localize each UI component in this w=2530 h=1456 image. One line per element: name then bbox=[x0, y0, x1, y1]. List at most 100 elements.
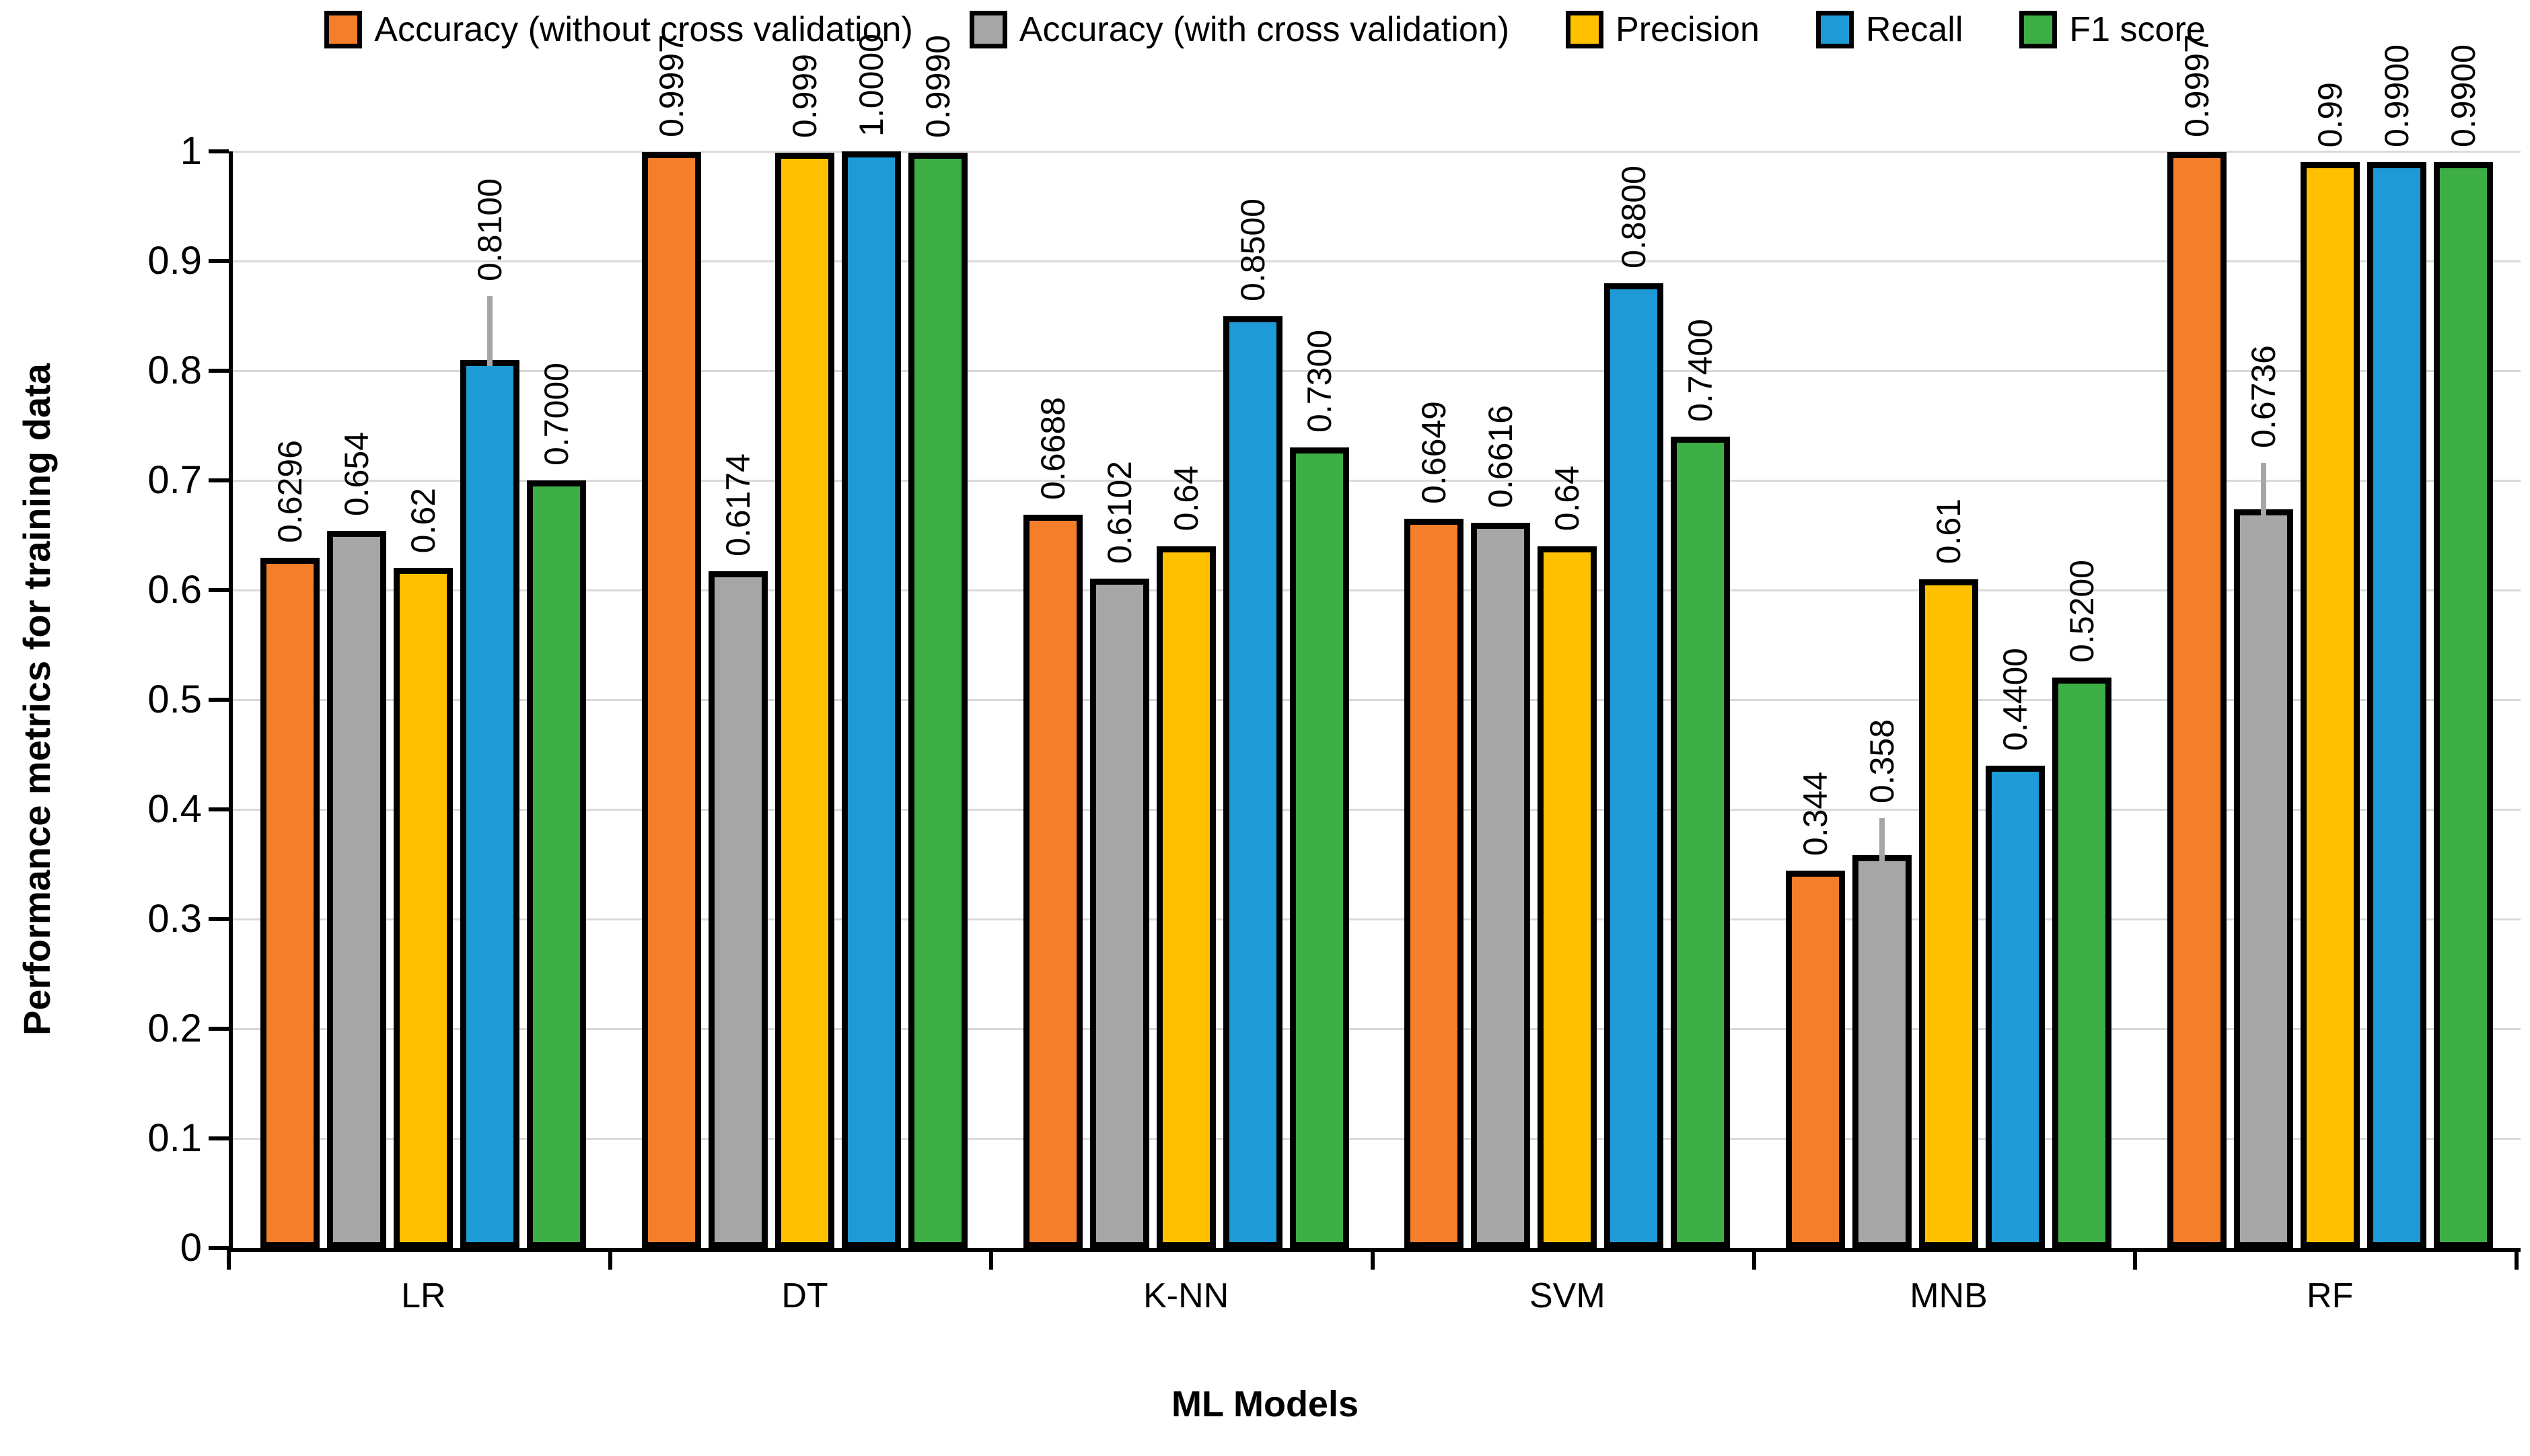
y-tick-label: 0.6 bbox=[147, 568, 202, 612]
bar bbox=[842, 151, 901, 1248]
bar-slot: 0.8800 bbox=[1604, 151, 1664, 1248]
bar-value-label: 0.5200 bbox=[2063, 560, 2101, 663]
plot-area bbox=[229, 150, 2521, 1252]
bar-slot: 0.9997 bbox=[2167, 34, 2227, 1248]
y-tick-mark bbox=[209, 1246, 229, 1250]
bar bbox=[642, 151, 701, 1248]
bar-slot: 0.7000 bbox=[527, 151, 587, 1248]
bar-value-label: 0.9900 bbox=[2377, 44, 2416, 148]
y-tick-mark bbox=[209, 588, 229, 592]
legend-swatch-icon bbox=[969, 11, 1007, 48]
bar-value-label: 0.8800 bbox=[1615, 165, 1653, 268]
y-tick-mark bbox=[209, 807, 229, 811]
bar bbox=[527, 480, 587, 1248]
bar bbox=[260, 557, 320, 1248]
x-tick-mark bbox=[2133, 1249, 2138, 1270]
legend-swatch-icon bbox=[1815, 11, 1854, 48]
legend-item: Precision bbox=[1566, 11, 1760, 48]
gridline bbox=[233, 260, 2521, 262]
x-axis-title: ML Models bbox=[1171, 1384, 1359, 1424]
bar-slot: 0.61 bbox=[1919, 151, 1979, 1248]
x-tick-mark bbox=[1371, 1249, 1375, 1270]
bar-value-label: 0.8500 bbox=[1233, 198, 1272, 301]
y-tick-label: 0.1 bbox=[147, 1116, 202, 1160]
gridline bbox=[233, 589, 2521, 591]
legend-item: Recall bbox=[1815, 10, 1963, 49]
y-tick-mark bbox=[209, 369, 229, 373]
bar-slot: 1.0000 bbox=[842, 34, 901, 1248]
bar-slot: 0.7300 bbox=[1289, 151, 1349, 1248]
bar-value-label: 1.0000 bbox=[853, 34, 890, 137]
bar-value-label: 0.64 bbox=[1167, 466, 1205, 532]
bar bbox=[1289, 447, 1349, 1248]
legend: Accuracy (without cross validation) Accur… bbox=[0, 11, 2530, 48]
bar bbox=[2167, 151, 2227, 1248]
y-tick-label: 0.3 bbox=[147, 897, 202, 941]
bar-value-label: 0.6616 bbox=[1482, 404, 1520, 508]
bar bbox=[2300, 162, 2360, 1248]
bar-group: 0.6649 0.6616 0.64 0.8800 0.7400 bbox=[1377, 151, 1758, 1248]
bar-value-label: 0.6296 bbox=[271, 439, 310, 543]
bar-slot: 0.358 bbox=[1852, 151, 1912, 1248]
x-tick-mark bbox=[2515, 1249, 2519, 1270]
bar-value-label: 0.7300 bbox=[1300, 330, 1338, 433]
bar bbox=[460, 359, 520, 1248]
bar-value-label: 0.6649 bbox=[1415, 401, 1453, 505]
bar-slot: 0.9990 bbox=[908, 35, 968, 1248]
bar-slot: 0.6296 bbox=[260, 151, 320, 1248]
legend-swatch-icon bbox=[2019, 11, 2058, 48]
x-category-label: MNB bbox=[1910, 1276, 1988, 1315]
y-tick-mark bbox=[209, 1027, 229, 1031]
y-axis-title: Performance metrics for training data bbox=[15, 363, 58, 1036]
x-tick-mark bbox=[989, 1249, 994, 1270]
bar-value-label: 0.344 bbox=[1797, 772, 1835, 857]
legend-item: Accuracy (with cross validation) bbox=[969, 11, 1509, 48]
bar bbox=[1471, 522, 1531, 1248]
bar bbox=[1223, 316, 1282, 1248]
bar-value-label: 0.358 bbox=[1863, 719, 1902, 804]
bar-value-label: 0.7400 bbox=[1682, 318, 1720, 422]
error-bar bbox=[2260, 462, 2266, 516]
y-tick-mark bbox=[209, 478, 229, 482]
error-bar bbox=[1879, 818, 1885, 862]
bar-slot: 0.9997 bbox=[642, 34, 701, 1248]
bar bbox=[775, 152, 834, 1248]
bar-slot: 0.62 bbox=[394, 151, 454, 1248]
gridline bbox=[233, 479, 2521, 482]
y-tick-label: 0.8 bbox=[147, 349, 202, 392]
bar-value-label: 0.9997 bbox=[2177, 34, 2216, 137]
bar-group: 0.9997 0.6174 0.999 1.0000 0.9990 bbox=[614, 34, 996, 1248]
gridline bbox=[233, 1137, 2521, 1140]
bar-value-label: 0.9900 bbox=[2444, 44, 2482, 148]
bar-value-label: 0.4400 bbox=[1996, 647, 2035, 751]
bar-group: 0.6688 0.6102 0.64 0.8500 0.7300 bbox=[995, 151, 1377, 1248]
bar-slot: 0.5200 bbox=[2052, 151, 2112, 1248]
legend-label: Recall bbox=[1865, 10, 1963, 49]
x-tick-mark bbox=[608, 1249, 612, 1270]
bar bbox=[1023, 514, 1083, 1248]
bar-value-label: 0.6688 bbox=[1034, 396, 1072, 500]
x-category-label: K-NN bbox=[1143, 1276, 1229, 1315]
y-tick-mark bbox=[209, 698, 229, 702]
y-tick-label: 0.7 bbox=[147, 458, 202, 502]
bar bbox=[1089, 579, 1149, 1248]
bar-value-label: 0.9990 bbox=[919, 34, 957, 138]
legend-label: F1 score bbox=[2069, 10, 2206, 49]
legend-swatch-icon bbox=[1566, 11, 1604, 48]
bar bbox=[327, 530, 387, 1248]
bar-group: 0.344 0.358 0.61 0.4400 0.5200 bbox=[1758, 151, 2140, 1248]
bar-value-label: 0.64 bbox=[1548, 466, 1587, 532]
x-category-label: RF bbox=[2307, 1276, 2354, 1315]
bar-value-label: 0.6174 bbox=[719, 453, 757, 556]
bar-groups: 0.6296 0.654 0.62 0.8100 0.7000 0.9997 0.6174 0… bbox=[233, 34, 2521, 1248]
bar-slot: 0.99 bbox=[2300, 82, 2360, 1248]
error-bar bbox=[487, 296, 493, 366]
bar-value-label: 0.6736 bbox=[2244, 344, 2282, 448]
bar bbox=[2233, 509, 2293, 1248]
bar bbox=[394, 568, 454, 1248]
legend-swatch-icon bbox=[324, 11, 363, 48]
bar-value-label: 0.62 bbox=[404, 488, 443, 554]
bar-group: 0.6296 0.654 0.62 0.8100 0.7000 bbox=[233, 151, 614, 1248]
bar-value-label: 0.6102 bbox=[1100, 461, 1138, 565]
bar bbox=[709, 571, 768, 1248]
